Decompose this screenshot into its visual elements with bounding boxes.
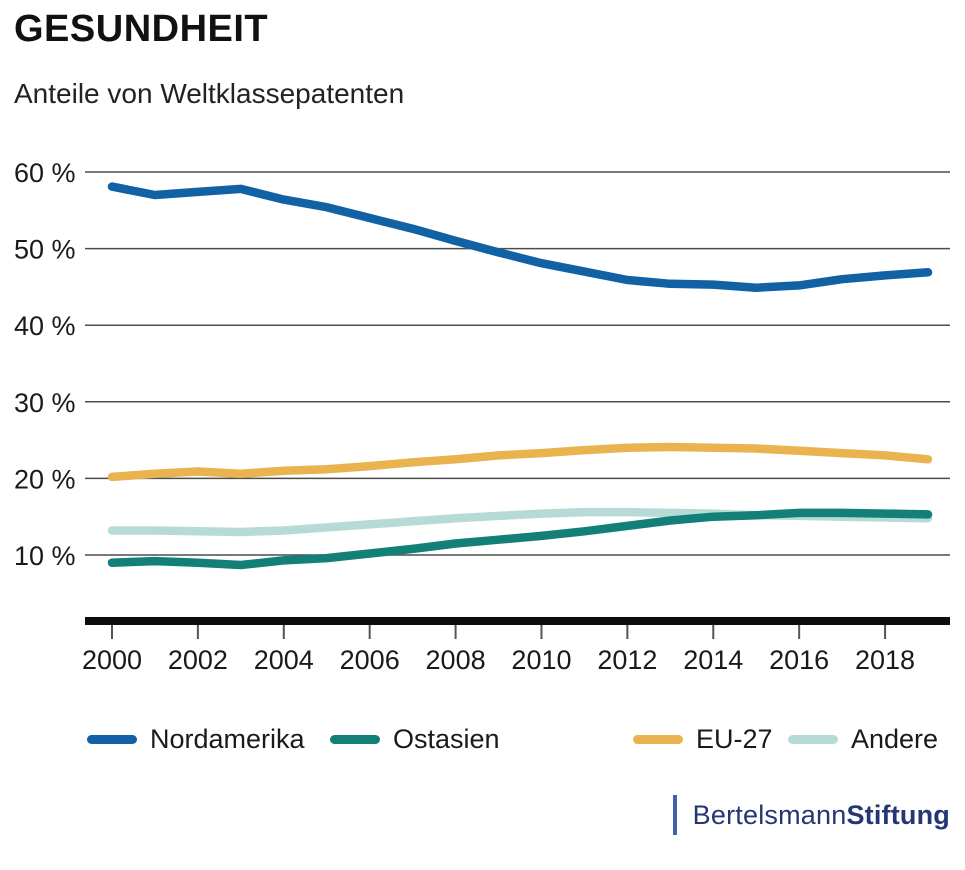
legend-label: Nordamerika xyxy=(150,723,305,754)
y-tick-label: 20 % xyxy=(14,464,76,494)
logo-bar-icon xyxy=(672,795,677,835)
legend-item-nordamerika: Nordamerika xyxy=(87,719,305,759)
y-tick-label: 10 % xyxy=(14,541,76,571)
x-tick-label: 2014 xyxy=(683,645,743,675)
legend-swatch-ostasien xyxy=(330,734,380,744)
legend-label: Ostasien xyxy=(393,723,500,754)
x-tick-label: 2008 xyxy=(426,645,486,675)
y-tick-label: 50 % xyxy=(14,235,76,265)
x-tick-label: 2004 xyxy=(254,645,314,675)
series-line-ostasien xyxy=(107,508,933,570)
page-title: GESUNDHEIT xyxy=(14,8,269,50)
series-line-nordamerika xyxy=(107,182,933,292)
y-tick-label: 30 % xyxy=(14,388,76,418)
x-tick-label: 2018 xyxy=(855,645,915,675)
x-tick-label: 2006 xyxy=(340,645,400,675)
x-tick-label: 2012 xyxy=(597,645,657,675)
y-tick-label: 60 % xyxy=(14,158,76,188)
brand-name: BertelsmannStiftung xyxy=(693,800,950,831)
x-tick-label: 2000 xyxy=(82,645,142,675)
brand-name-bold: Stiftung xyxy=(846,799,950,830)
legend-label: Andere xyxy=(851,723,939,754)
chart-legend: Nordamerika Ostasien EU-27 Andere xyxy=(0,719,965,759)
x-axis-line xyxy=(85,617,950,625)
y-tick-label: 40 % xyxy=(14,311,76,341)
legend-swatch-eu-27 xyxy=(633,734,683,744)
series-line-eu-27 xyxy=(107,442,933,482)
legend-label: EU-27 xyxy=(696,723,773,754)
chart-subtitle: Anteile von Weltklassepatenten xyxy=(14,78,405,109)
brand-logo: BertelsmannStiftung xyxy=(672,793,950,837)
brand-name-regular: Bertelsmann xyxy=(692,799,847,830)
legend-item-eu-27: EU-27 xyxy=(633,719,773,759)
x-tick-label: 2016 xyxy=(769,645,829,675)
legend-swatch-nordamerika xyxy=(87,734,137,744)
x-tick-label: 2010 xyxy=(511,645,571,675)
legend-item-andere: Andere xyxy=(788,719,938,759)
x-tick-label: 2002 xyxy=(168,645,228,675)
legend-item-ostasien: Ostasien xyxy=(330,719,500,759)
legend-swatch-andere xyxy=(788,734,838,744)
